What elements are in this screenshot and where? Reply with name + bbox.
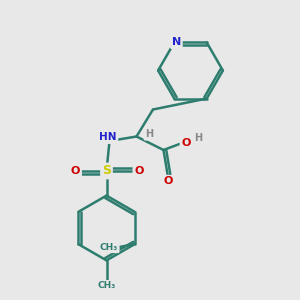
Text: O: O	[181, 137, 191, 148]
Text: O: O	[134, 166, 144, 176]
Text: CH₃: CH₃	[98, 281, 116, 290]
Text: H: H	[194, 133, 202, 143]
Text: O: O	[163, 176, 173, 187]
Text: S: S	[102, 164, 111, 178]
Text: N: N	[172, 38, 181, 47]
Text: CH₃: CH₃	[100, 243, 118, 252]
Text: H: H	[145, 129, 153, 139]
Text: O: O	[71, 166, 80, 176]
Text: HN: HN	[99, 132, 117, 142]
